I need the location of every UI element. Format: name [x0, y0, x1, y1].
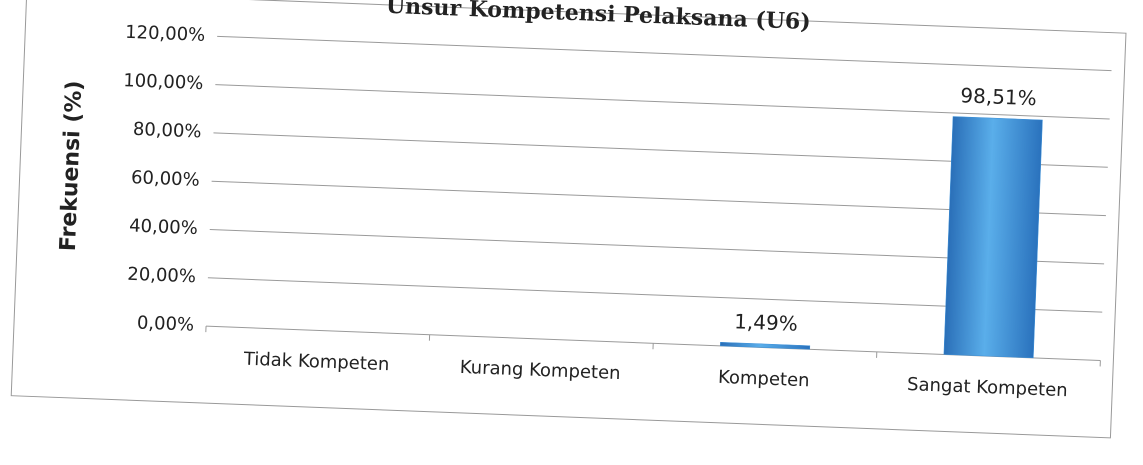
data-label: 98,51% [960, 83, 1037, 110]
x-tick-label: Kurang Kompeten [459, 357, 620, 384]
chart-body: Unsur Kompetensi Pelaksana (U6) Frekuens… [10, 0, 1127, 439]
bar [720, 341, 811, 350]
y-tick-label: 100,00% [123, 70, 204, 94]
x-tick-label: Sangat Kompeten [907, 374, 1068, 401]
grid-line [215, 84, 1110, 120]
grid-line [217, 35, 1112, 72]
data-label: 1,49% [734, 309, 798, 335]
y-tick-label: 0,00% [137, 312, 195, 335]
chart-border [10, 0, 1127, 439]
y-axis-label: Frekuensi (%) [56, 80, 88, 252]
y-tick-label: 60,00% [131, 167, 200, 191]
y-tick-label: 20,00% [127, 264, 196, 288]
x-tick-label: Tidak Kompeten [243, 349, 390, 376]
y-tick-label: 80,00% [132, 119, 201, 143]
chart-title: Unsur Kompetensi Pelaksana (U6) [385, 0, 811, 35]
bar [943, 116, 1043, 359]
y-tick-label: 120,00% [125, 22, 206, 46]
y-tick-label: 40,00% [129, 215, 198, 239]
x-tick-label: Kompeten [718, 367, 810, 391]
